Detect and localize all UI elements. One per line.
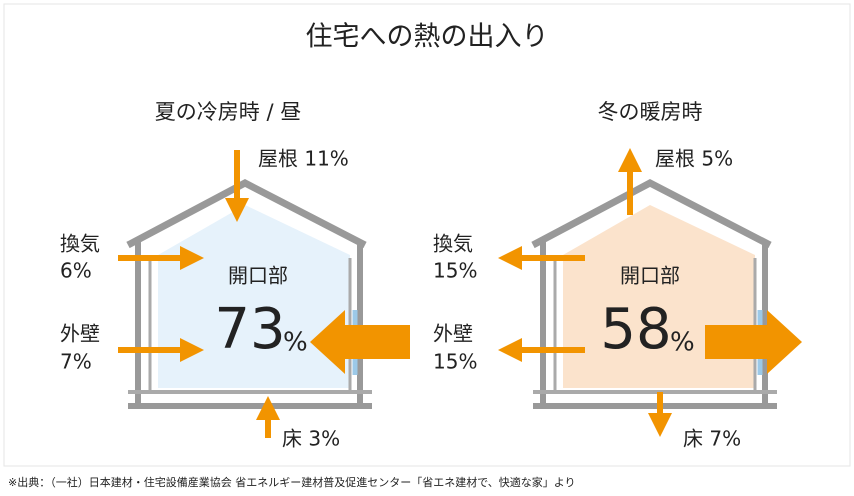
winter-vent-label: 換気 (433, 232, 473, 256)
summer-floor: 床 3% (282, 427, 340, 451)
summer-wall-value: 7% (60, 350, 92, 374)
winter-floor: 床 7% (683, 427, 741, 451)
winter-roof: 屋根 5% (655, 147, 733, 171)
summer-roof: 屋根 11% (258, 147, 349, 171)
summer-vent-value: 6% (60, 259, 92, 283)
frame (3, 3, 851, 467)
source-note: ※出典：（一社）日本建材・住宅設備産業協会 省エネルギー建材普及促進センター「省… (8, 475, 576, 489)
winter-vent-value: 15% (433, 259, 477, 283)
summer-opening-label: 開口部 (228, 264, 288, 288)
summer-heading: 夏の冷房時 / 昼 (155, 100, 301, 124)
winter-wall-label: 外壁 (433, 322, 473, 346)
winter-opening-label: 開口部 (620, 264, 680, 288)
winter-house (498, 148, 802, 437)
winter-heading: 冬の暖房時 (598, 100, 703, 124)
summer-opening-unit: % (283, 328, 308, 358)
title: 住宅への熱の出入り (306, 22, 549, 53)
summer-opening-value: 73 (214, 297, 285, 362)
summer-house (118, 150, 410, 438)
summer-wall-label: 外壁 (60, 322, 100, 346)
winter-opening-unit: % (670, 328, 695, 358)
summer-vent-label: 換気 (60, 232, 100, 256)
winter-opening-value: 58 (600, 297, 671, 362)
winter-wall-value: 15% (433, 350, 477, 374)
